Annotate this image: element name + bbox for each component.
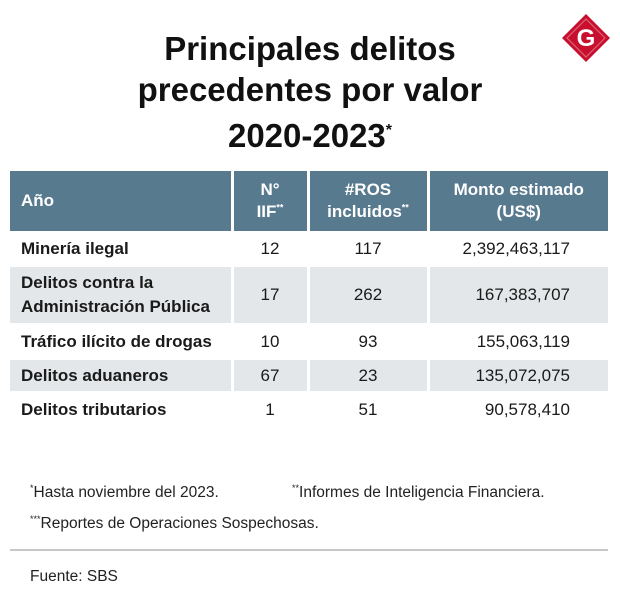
crimes-table: Año N° IIF** #ROS incluidos** Monto esti… — [10, 171, 608, 426]
row-ros: 262 — [306, 264, 428, 325]
table-row: Delitos tributarios 1 51 90,578,410 — [10, 391, 608, 426]
header-iif-line2: IIF — [256, 202, 277, 221]
row-name: Minería ilegal — [10, 231, 232, 266]
header-amount: Monto estimado (US$) — [426, 171, 608, 233]
footnote-2-text: Informes de Inteligencia Financiera. — [299, 484, 545, 502]
gestion-logo-icon: G — [562, 14, 610, 62]
row-iif: 10 — [230, 323, 308, 359]
header-ros-mark: ** — [401, 202, 409, 213]
title-line-1: Principales delitos — [164, 30, 456, 67]
divider — [10, 549, 608, 551]
table-row: Tráfico ilícito de drogas 10 93 155,063,… — [10, 323, 608, 359]
row-iif: 67 — [230, 357, 308, 393]
table-row: Delitos contra la Administración Pública… — [10, 264, 608, 325]
footnote-3-mark: *** — [30, 514, 41, 524]
header-ros-line1: #ROS — [344, 180, 392, 199]
row-iif: 1 — [230, 391, 308, 426]
row-name-line1: Delitos contra la — [21, 273, 154, 292]
row-amount: 155,063,119 — [426, 323, 608, 359]
footnote-2: **Informes de Inteligencia Financiera. — [292, 483, 545, 502]
table-row: Minería ilegal 12 117 2,392,463,117 — [10, 231, 608, 266]
row-name: Tráfico ilícito de drogas — [10, 323, 232, 359]
row-name-line2: Administración Pública — [21, 297, 210, 316]
footnote-2-mark: ** — [292, 483, 300, 493]
footnote-3: ***Reportes de Operaciones Sospechosas. — [30, 514, 319, 533]
row-ros: 51 — [306, 391, 428, 426]
header-amount-line2: (US$) — [496, 202, 541, 221]
footnote-1-mark: * — [30, 483, 34, 493]
title-line-3: 2020-2023* — [0, 110, 620, 156]
row-ros: 93 — [306, 323, 428, 359]
footnote-3-text: Reportes de Operaciones Sospechosas. — [40, 515, 319, 533]
logo-letter: G — [577, 25, 596, 52]
table-header-row: Año N° IIF** #ROS incluidos** Monto esti… — [10, 171, 608, 233]
header-amount-line1: Monto estimado — [453, 180, 584, 199]
header-iif: N° IIF** — [230, 171, 308, 233]
row-amount: 167,383,707 — [426, 264, 608, 325]
row-name: Delitos aduaneros — [10, 357, 232, 393]
footnote-1-text: Hasta noviembre del 2023. — [33, 484, 219, 502]
header-iif-line1: N° — [260, 180, 280, 199]
title-years: 2020-2023 — [227, 117, 386, 154]
footnote-1: *Hasta noviembre del 2023. — [30, 483, 219, 502]
row-amount: 90,578,410 — [426, 391, 608, 426]
title-line-2: precedentes por valor — [137, 71, 483, 108]
row-iif: 12 — [230, 231, 308, 266]
title-asterisk: * — [385, 122, 393, 139]
header-iif-mark: ** — [276, 202, 284, 213]
header-ros: #ROS incluidos** — [306, 171, 428, 233]
row-ros: 23 — [306, 357, 428, 393]
row-amount: 2,392,463,117 — [426, 231, 608, 266]
header-year: Año — [10, 171, 232, 233]
row-name: Delitos tributarios — [10, 391, 232, 426]
table-row: Delitos aduaneros 67 23 135,072,075 — [10, 357, 608, 393]
row-amount: 135,072,075 — [426, 357, 608, 393]
source-label: Fuente: SBS — [30, 568, 118, 585]
row-name: Delitos contra la Administración Pública — [10, 264, 232, 325]
page-title: Principales delitos precedentes por valo… — [0, 28, 620, 156]
header-ros-line2: incluidos — [327, 202, 402, 221]
row-iif: 17 — [230, 264, 308, 325]
row-ros: 117 — [306, 231, 428, 266]
